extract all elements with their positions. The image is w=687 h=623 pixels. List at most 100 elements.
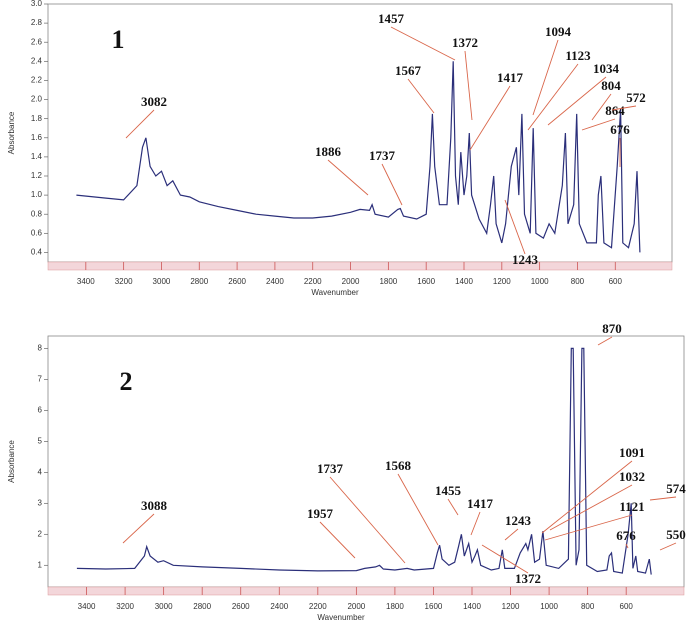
panel-label: 2 [120,367,133,396]
leader-line [659,542,677,551]
y-tick-label: 3.0 [31,0,43,8]
y-tick-label: 1 [38,560,43,569]
peak-label: 1372 [452,35,478,50]
peak-label: 3082 [141,94,167,109]
x-tick-label: 2400 [270,602,288,611]
peak-label: 1243 [505,513,532,528]
tick-band [47,261,673,271]
y-tick-label: 1.8 [31,114,43,123]
peak-label: 3088 [141,498,168,513]
x-tick-label: 1600 [417,277,435,286]
leader-line [544,514,633,541]
panel-label: 1 [112,25,125,54]
x-tick-label: 1200 [502,602,520,611]
y-tick-label: 8 [38,344,43,353]
x-tick-label: 1600 [425,602,443,611]
leader-line [532,39,559,116]
x-tick-label: 1800 [379,277,397,286]
x-tick-label: 2600 [228,277,246,286]
peak-label: 572 [626,90,646,105]
leader-line [649,496,677,501]
peak-label: 1567 [395,63,422,78]
x-tick-label: 2600 [232,602,250,611]
peak-label: 1243 [512,252,539,267]
x-tick-label: 3200 [116,602,134,611]
y-tick-label: 1.6 [31,133,43,142]
leader-line [504,199,526,255]
x-tick-label: 1000 [531,277,549,286]
y-tick-label: 2 [38,529,43,538]
peak-label: 1737 [317,461,344,476]
peak-label: 1457 [378,11,405,26]
leader-line [625,543,629,549]
peak-label: 804 [601,78,621,93]
x-tick-label: 3000 [153,277,171,286]
leader-line [527,63,579,131]
leader-line [407,78,435,114]
y-tick-label: 0.8 [31,209,43,218]
y-tick-label: 0.4 [31,248,43,257]
peak-label: 1957 [307,506,334,521]
y-tick-label: 7 [38,374,43,383]
leader-line [470,511,481,536]
spectrum-line [76,61,641,253]
x-tick-label: 3200 [115,277,133,286]
x-tick-label: 2200 [309,602,327,611]
plot-frame [47,3,673,263]
leader-line [122,513,155,544]
leader-line [469,85,511,151]
x-tick-label: 2000 [347,602,365,611]
peak-label: 1032 [619,469,645,484]
peak-label: 1568 [385,458,412,473]
x-tick-label: 3000 [155,602,173,611]
peak-label: 1737 [369,148,396,163]
leader-line [597,336,613,346]
plot-frame [47,335,685,588]
x-tick-label: 1800 [386,602,404,611]
x-tick-label: 2800 [190,277,208,286]
leader-line [381,163,403,206]
peak-label: 1121 [619,499,644,514]
leader-line [541,460,633,534]
leader-line [390,26,456,61]
y-tick-label: 1.4 [31,152,43,161]
leader-line [549,484,633,531]
leader-line [581,118,616,131]
leader-line [329,476,406,564]
y-tick-label: 1.2 [31,171,43,180]
peak-label: 1034 [593,61,620,76]
x-tick-label: 1400 [455,277,473,286]
peak-label: 1094 [545,24,572,39]
leader-line [397,473,439,546]
x-tick-label: 800 [581,602,595,611]
peak-label: 870 [602,321,622,336]
leader-line [447,498,459,516]
leader-line [327,159,369,196]
y-tick-label: 2.2 [31,76,43,85]
leader-line [547,76,607,126]
peak-label: 1455 [435,483,462,498]
x-axis-label: Wavenumber [317,613,365,622]
y-axis-label: Absorbance [7,111,16,154]
y-tick-label: 2.0 [31,95,43,104]
y-tick-label: 5 [38,436,43,445]
x-tick-label: 2400 [266,277,284,286]
y-tick-label: 3 [38,498,43,507]
peak-label: 676 [610,122,630,137]
x-tick-label: 800 [571,277,585,286]
y-tick-label: 2.6 [31,37,43,46]
x-tick-label: 1000 [540,602,558,611]
leader-line [319,521,356,559]
spectrum-line [76,347,652,575]
peak-label: 574 [666,481,686,496]
leader-line [481,544,529,574]
peak-label: 676 [616,528,636,543]
peak-label: 1091 [619,445,645,460]
y-axis-label: Absorbance [7,440,16,483]
x-tick-label: 600 [609,277,623,286]
y-tick-label: 0.6 [31,228,43,237]
peak-label: 1886 [315,144,342,159]
x-axis-label: Wavenumber [311,288,359,297]
x-tick-label: 3400 [78,602,96,611]
peak-label: 1123 [565,48,591,63]
